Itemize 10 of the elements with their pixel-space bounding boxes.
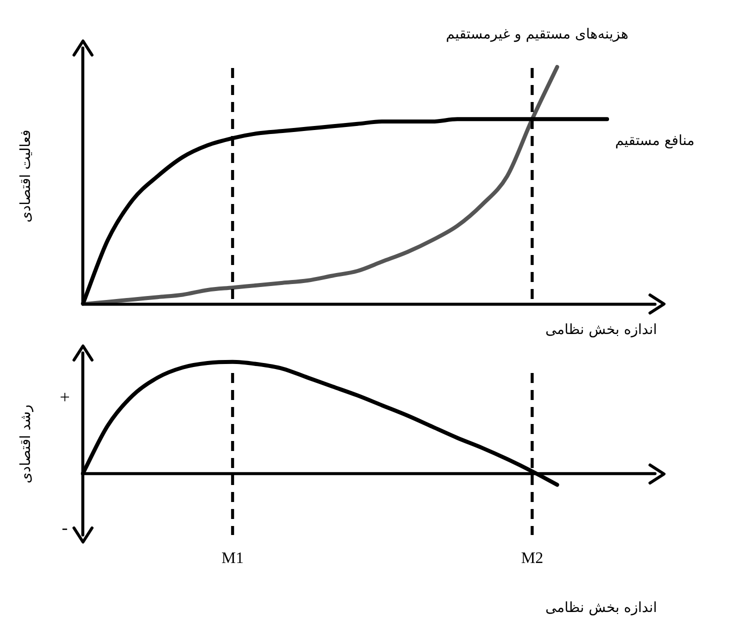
x-tick-label: M1 xyxy=(221,550,244,567)
x-tick-label: M2 xyxy=(521,550,544,567)
text: + xyxy=(60,387,70,408)
y-axis-title: فعالیت اقتصادی xyxy=(18,130,34,223)
x-axis-title: اندازه بخش نظامی xyxy=(545,600,657,616)
series-label: منافع مستقیم xyxy=(615,132,694,149)
x-axis-title: اندازه بخش نظامی xyxy=(545,322,657,338)
text: - xyxy=(62,518,68,538)
text: هزینه‌های مستقیم و غیرمستقیم xyxy=(446,26,628,43)
y-axis-title: رشد اقتصادی xyxy=(18,404,34,484)
